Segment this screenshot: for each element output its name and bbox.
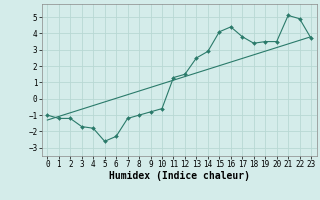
X-axis label: Humidex (Indice chaleur): Humidex (Indice chaleur) — [109, 171, 250, 181]
